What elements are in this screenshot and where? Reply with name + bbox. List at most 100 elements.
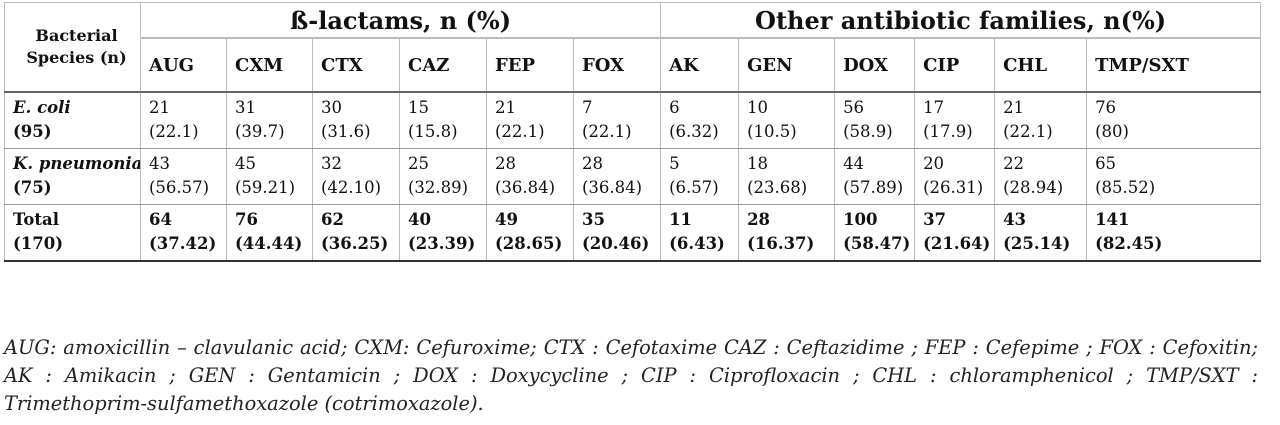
species-count: (95)	[13, 122, 52, 141]
column-header-aug: AUG	[140, 38, 227, 93]
percent-value: (37.42)	[149, 234, 217, 253]
percent-value: (15.8)	[408, 122, 458, 141]
species-count: (75)	[13, 178, 52, 197]
value-cell: 18 (23.68)	[738, 148, 836, 205]
percent-value: (22.1)	[1003, 122, 1053, 141]
value-cell: 20 (26.31)	[914, 148, 996, 205]
column-header-gen: GEN	[738, 38, 836, 93]
percent-value: (31.6)	[321, 122, 371, 141]
percent-value: (39.7)	[235, 122, 285, 141]
percent-value: (22.1)	[582, 122, 632, 141]
value-cell: 76 (44.44)	[226, 204, 313, 262]
value-cell: 22 (28.94)	[994, 148, 1088, 205]
count-value: 18	[747, 154, 769, 173]
percent-value: (85.52)	[1095, 178, 1156, 197]
value-cell: 10 (10.5)	[738, 92, 836, 149]
percent-value: (6.43)	[669, 234, 725, 253]
count-value: 56	[843, 98, 865, 117]
count-value: 22	[1003, 154, 1025, 173]
count-value: 64	[149, 210, 172, 229]
value-cell: 28 (36.84)	[486, 148, 574, 205]
count-value: 65	[1095, 154, 1117, 173]
count-value: 76	[235, 210, 258, 229]
count-value: 44	[843, 154, 865, 173]
count-value: 28	[582, 154, 603, 173]
percent-value: (26.31)	[923, 178, 984, 197]
percent-value: (28.65)	[495, 234, 563, 253]
count-value: 15	[408, 98, 429, 117]
value-cell: 44 (57.89)	[834, 148, 916, 205]
value-cell: 40 (23.39)	[399, 204, 487, 262]
value-cell: 65 (85.52)	[1086, 148, 1262, 205]
species-name: Total	[13, 210, 59, 229]
percent-value: (36.84)	[495, 178, 556, 197]
column-header-ctx: CTX	[312, 38, 400, 93]
column-header-cip: CIP	[914, 38, 996, 93]
percent-value: (57.89)	[843, 178, 904, 197]
value-cell: 43 (56.57)	[140, 148, 227, 205]
value-cell: 43 (25.14)	[994, 204, 1088, 262]
column-header-ak: AK	[660, 38, 740, 93]
value-cell: 6 (6.32)	[660, 92, 740, 149]
percent-value: (22.1)	[149, 122, 199, 141]
value-cell: 28 (16.37)	[738, 204, 836, 262]
value-cell: 17 (17.9)	[914, 92, 996, 149]
percent-value: (6.57)	[669, 178, 719, 197]
count-value: 32	[321, 154, 342, 173]
value-cell: 100 (58.47)	[834, 204, 916, 262]
species-name: E. coli	[13, 98, 71, 117]
percent-value: (36.25)	[321, 234, 389, 253]
beta-lactams-group-header: ß-lactams, n (%)	[139, 2, 662, 39]
value-cell: 25 (32.89)	[399, 148, 487, 205]
species-cell: E. coli (95)	[4, 92, 141, 149]
column-header-caz: CAZ	[399, 38, 487, 93]
species-cell: Total (170)	[4, 204, 141, 262]
percent-value: (32.89)	[408, 178, 469, 197]
footnote: AUG: amoxicillin – clavulanic acid; CXM:…	[4, 336, 1258, 415]
count-value: 40	[408, 210, 431, 229]
species-count: (170)	[13, 234, 64, 253]
value-cell: 31 (39.7)	[226, 92, 313, 149]
count-value: 11	[669, 210, 693, 229]
column-header-tmp-sxt: TMP/SXT	[1086, 38, 1262, 93]
value-cell: 21 (22.1)	[140, 92, 227, 149]
species-cell: K. pneumoniae (75)	[4, 148, 141, 205]
percent-value: (56.57)	[149, 178, 210, 197]
count-value: 43	[149, 154, 170, 173]
percent-value: (22.1)	[495, 122, 545, 141]
count-value: 21	[1003, 98, 1025, 117]
count-value: 17	[923, 98, 945, 117]
count-value: 28	[495, 154, 516, 173]
count-value: 10	[747, 98, 769, 117]
count-value: 21	[495, 98, 516, 117]
value-cell: 64 (37.42)	[140, 204, 227, 262]
count-value: 28	[747, 210, 771, 229]
resistance-table: Bacterial Species (n) ß-lactams, n (%) O…	[4, 2, 1262, 262]
count-value: 25	[408, 154, 429, 173]
percent-value: (28.94)	[1003, 178, 1064, 197]
species-name: K. pneumoniae	[13, 154, 141, 173]
percent-value: (58.47)	[843, 234, 911, 253]
column-header-dox: DOX	[834, 38, 916, 93]
percent-value: (44.44)	[235, 234, 303, 253]
percent-value: (58.9)	[843, 122, 893, 141]
count-value: 7	[582, 98, 593, 117]
count-value: 62	[321, 210, 344, 229]
column-header-cxm: CXM	[226, 38, 313, 93]
count-value: 35	[582, 210, 605, 229]
percent-value: (59.21)	[235, 178, 296, 197]
table-row: E. coli (95) 21 (22.1) 31 (39.7) 30 (31.6) 15 (15…	[4, 92, 1262, 149]
count-value: 141	[1095, 210, 1130, 229]
percent-value: (42.10)	[321, 178, 382, 197]
count-value: 43	[1003, 210, 1027, 229]
percent-value: (36.84)	[582, 178, 643, 197]
column-header-chl: CHL	[994, 38, 1088, 93]
percent-value: (23.39)	[408, 234, 476, 253]
species-header: Bacterial Species (n)	[4, 2, 141, 93]
percent-value: (21.64)	[923, 234, 991, 253]
count-value: 76	[1095, 98, 1117, 117]
percent-value: (16.37)	[747, 234, 815, 253]
value-cell: 141 (82.45)	[1086, 204, 1262, 262]
value-cell: 76 (80)	[1086, 92, 1262, 149]
count-value: 100	[843, 210, 878, 229]
